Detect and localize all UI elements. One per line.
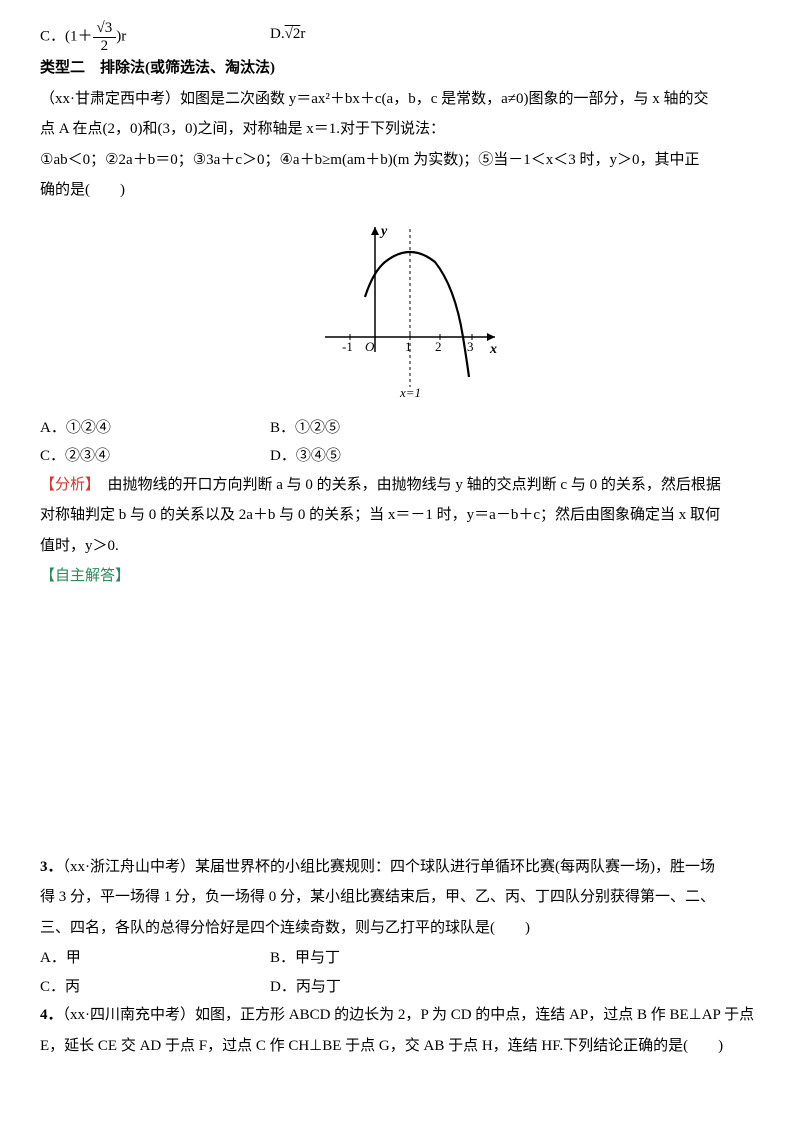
options3-row1: A．甲 B．甲与丁 <box>40 944 760 973</box>
options3-row2: C．丙 D．丙与丁 <box>40 973 760 1002</box>
tick-neg1-label: -1 <box>342 339 353 354</box>
x-axis-arrow-icon <box>487 333 495 341</box>
option1-a: A．①②④ <box>40 414 270 443</box>
option1-b: B．①②⑤ <box>270 414 500 443</box>
analysis-line2: 对称轴判定 b 与 0 的关系以及 2a＋b 与 0 的关系；当 x＝－1 时，… <box>40 501 760 530</box>
problem3-line2: 得 3 分，平一场得 1 分，负一场得 0 分，某小组比赛结束后，甲、乙、丙、丁… <box>40 883 760 912</box>
option3-a: A．甲 <box>40 944 270 973</box>
options1-row1: A．①②④ B．①②⑤ <box>40 414 760 443</box>
option-row-cd: C．(1＋√32)r D.√2r <box>40 20 760 54</box>
problem3-line3: 三、四名，各队的总得分恰好是四个连续奇数，则与乙打平的球队是( ) <box>40 914 760 943</box>
problem1-line3: ①ab＜0；②2a＋b＝0；③3a＋c＞0；④a＋b≥m(am＋b)(m 为实数… <box>40 146 760 175</box>
origin-label: O <box>365 339 375 354</box>
x-axis-label: x <box>489 342 497 357</box>
option-d: D.√2r <box>270 20 500 54</box>
option1-d: D．③④⑤ <box>270 442 500 471</box>
tick-3-label: 3 <box>467 339 474 354</box>
option1-c: C．②③④ <box>40 442 270 471</box>
problem3-line1: 3．（xx·浙江舟山中考）某届世界杯的小组比赛规则：四个球队进行单循环比赛(每两… <box>40 853 760 882</box>
tick-1-label: 1 <box>405 339 412 354</box>
section-title: 类型二 排除法(或筛选法、淘汰法) <box>40 54 760 83</box>
problem4-num: 4． <box>40 1007 63 1023</box>
analysis-line1: 【分析】 由抛物线的开口方向判断 a 与 0 的关系，由抛物线与 y 轴的交点判… <box>40 471 760 500</box>
problem1-line1: （xx·甘肃定西中考）如图是二次函数 y＝ax²＋bx＋c(a，b，c 是常数，… <box>40 85 760 114</box>
problem4-line2: E，延长 CE 交 AD 于点 F，过点 C 作 CH⊥BE 于点 G，交 AB… <box>40 1032 760 1061</box>
parabola-svg: -1 O 1 2 3 y x x=1 <box>295 217 505 402</box>
y-axis-label: y <box>379 224 388 239</box>
self-answer-label: 【自主解答】 <box>40 562 760 591</box>
problem4-line1: 4．（xx·四川南充中考）如图，正方形 ABCD 的边长为 2，P 为 CD 的… <box>40 1001 760 1030</box>
option3-c: C．丙 <box>40 973 270 1002</box>
option3-b: B．甲与丁 <box>270 944 500 973</box>
problem1-line2: 点 A 在点(2，0)和(3，0)之间，对称轴是 x＝1.对于下列说法： <box>40 115 760 144</box>
option3-d: D．丙与丁 <box>270 973 500 1002</box>
problem3-text1: （xx·浙江舟山中考）某届世界杯的小组比赛规则：四个球队进行单循环比赛(每两队赛… <box>63 859 716 875</box>
y-axis-arrow-icon <box>371 227 379 235</box>
problem1-line4: 确的是( ) <box>40 176 760 205</box>
option-c-suffix: )r <box>116 28 126 44</box>
tick-2-label: 2 <box>435 339 442 354</box>
option-c-fraction: √32 <box>93 20 117 54</box>
option-c-num: √3 <box>93 20 117 38</box>
parabola-figure-container: -1 O 1 2 3 y x x=1 <box>40 217 760 402</box>
spacer <box>40 593 760 853</box>
analysis-label: 【分析】 <box>40 477 93 493</box>
option-d-suffix: r <box>300 26 305 42</box>
analysis-text1: 由抛物线的开口方向判断 a 与 0 的关系，由抛物线与 y 轴的交点判断 c 与… <box>93 477 721 493</box>
option-d-label: D. <box>270 26 285 42</box>
option-d-sqrt: √2 <box>285 26 301 42</box>
analysis-line3: 值时，y＞0. <box>40 532 760 561</box>
problem3-num: 3． <box>40 859 63 875</box>
option-c-den: 2 <box>93 38 117 55</box>
problem4-text1: （xx·四川南充中考）如图，正方形 ABCD 的边长为 2，P 为 CD 的中点… <box>63 1007 755 1023</box>
symmetry-label: x=1 <box>399 385 421 400</box>
option-c-label: C．(1＋ <box>40 28 93 44</box>
options1-row2: C．②③④ D．③④⑤ <box>40 442 760 471</box>
option-c: C．(1＋√32)r <box>40 20 270 54</box>
parabola-curve <box>365 252 469 377</box>
